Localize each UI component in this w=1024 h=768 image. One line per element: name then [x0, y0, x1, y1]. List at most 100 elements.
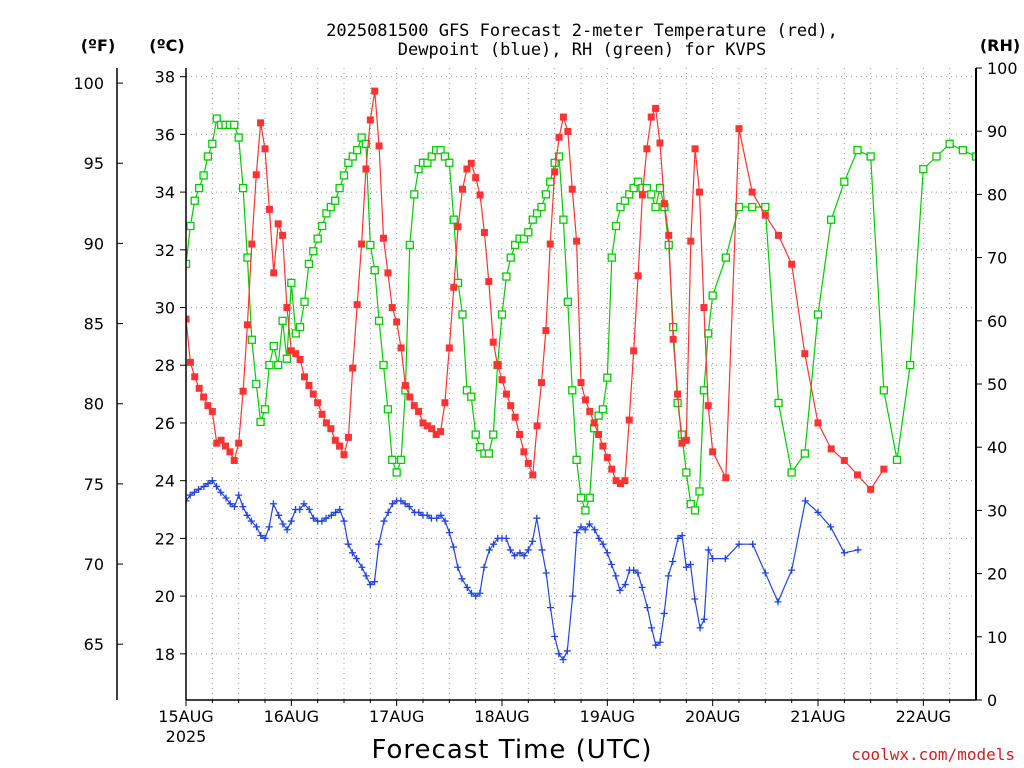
rh-point — [559, 215, 568, 224]
temperature-point — [371, 87, 379, 95]
dewpoint-point — [190, 488, 198, 496]
temperature-point — [243, 321, 251, 329]
rh-point — [331, 196, 340, 205]
dewpoint-point — [204, 480, 212, 488]
temperature-point — [270, 269, 278, 277]
temperature-point — [634, 272, 642, 280]
temperature-point — [867, 485, 875, 493]
rh-point — [269, 341, 278, 351]
dewpoint-point — [577, 523, 585, 531]
rh-point — [366, 240, 375, 250]
temperature-point — [226, 448, 234, 456]
rh-point — [958, 146, 967, 155]
rh-point — [827, 215, 836, 224]
rh-point — [761, 202, 770, 212]
dewpoint-point — [380, 517, 388, 525]
temperature-point — [336, 442, 344, 450]
rh-point — [344, 158, 353, 167]
dewpoint-point — [269, 500, 277, 508]
temperature-point — [946, 0, 953, 7]
dewpoint-point — [213, 482, 221, 490]
dewpoint-point — [458, 575, 466, 583]
celsius-tick-label: 20 — [155, 587, 175, 606]
rh-point — [603, 373, 612, 382]
rh-point — [568, 386, 577, 395]
rh-point — [291, 329, 300, 338]
temperature-point — [507, 402, 515, 410]
temperature-point — [296, 355, 304, 363]
temperature-point — [353, 301, 361, 309]
rh-tick-label: 80 — [987, 185, 1007, 204]
temperature-point — [292, 350, 300, 358]
dewpoint-point — [581, 526, 589, 534]
temperature-point — [678, 439, 686, 447]
temperature-point — [568, 185, 576, 193]
rh-point — [598, 405, 608, 414]
rh-point — [265, 360, 274, 370]
dewpoint-point — [490, 540, 498, 548]
rh-point — [607, 253, 616, 262]
temperature-point — [652, 104, 660, 112]
temperature-point — [230, 456, 238, 464]
temperature-point — [546, 240, 554, 248]
rh-point — [633, 177, 643, 186]
temperature-point — [524, 459, 532, 467]
dewpoint-point — [186, 491, 194, 499]
dewpoint-point — [366, 581, 374, 589]
temperature-point — [529, 471, 537, 479]
dewpoint-point — [437, 511, 445, 519]
dewpoint-point — [854, 546, 862, 554]
temperature-point — [542, 327, 550, 335]
x-tick-label: 15AUG — [158, 707, 213, 726]
dewpoint-point — [217, 488, 225, 496]
rh-point — [695, 487, 704, 496]
watermark: coolwx.com/models — [851, 745, 1015, 764]
rh-tick-label: 70 — [987, 249, 1007, 268]
dewpoint-point — [591, 526, 599, 534]
dewpoint-point — [506, 546, 514, 554]
temperature-point — [840, 456, 848, 464]
temperature-point — [287, 347, 295, 355]
dewpoint-point — [362, 572, 370, 580]
rh-point — [787, 468, 796, 477]
celsius-tick-label: 22 — [155, 529, 175, 548]
temperature-point — [643, 145, 651, 153]
rh-point — [528, 215, 537, 224]
dewpoint-point — [630, 566, 638, 574]
temperature-point — [894, 0, 901, 7]
temperature-point — [638, 191, 646, 199]
temperature-point — [516, 431, 524, 439]
temperature-point — [344, 433, 352, 441]
temperature-point — [617, 480, 624, 488]
rh-point — [410, 190, 419, 199]
temperature-point — [559, 113, 567, 121]
temperature-point — [459, 185, 466, 193]
dewpoint-point — [691, 595, 699, 603]
rh-point — [550, 158, 559, 167]
rh-point — [853, 146, 862, 155]
dewpoint-point — [573, 529, 581, 537]
rh-point — [348, 152, 357, 161]
dewpoint-point — [546, 604, 554, 612]
temperature-point — [415, 407, 423, 415]
rh-point — [699, 386, 709, 395]
dewpoint-series — [186, 477, 862, 664]
rh-point — [247, 335, 256, 344]
temperature-point — [621, 477, 629, 485]
dewpoint-point — [480, 563, 488, 571]
temperature-point — [222, 442, 229, 450]
dewpoint-point — [660, 609, 668, 617]
rh-point — [866, 152, 875, 161]
dewpoint-point — [467, 589, 475, 597]
rh-point — [195, 183, 204, 193]
dewpoint-point — [638, 583, 646, 591]
temperature-point — [660, 200, 668, 208]
temperature-point — [213, 439, 221, 447]
rh-point — [423, 158, 432, 167]
dewpoint-point — [300, 500, 308, 508]
temperature-point — [687, 237, 695, 245]
dewpoint-point — [195, 485, 203, 493]
temperature-point — [454, 223, 462, 231]
dewpoint-point — [405, 503, 413, 511]
dewpoint-point — [616, 586, 624, 594]
